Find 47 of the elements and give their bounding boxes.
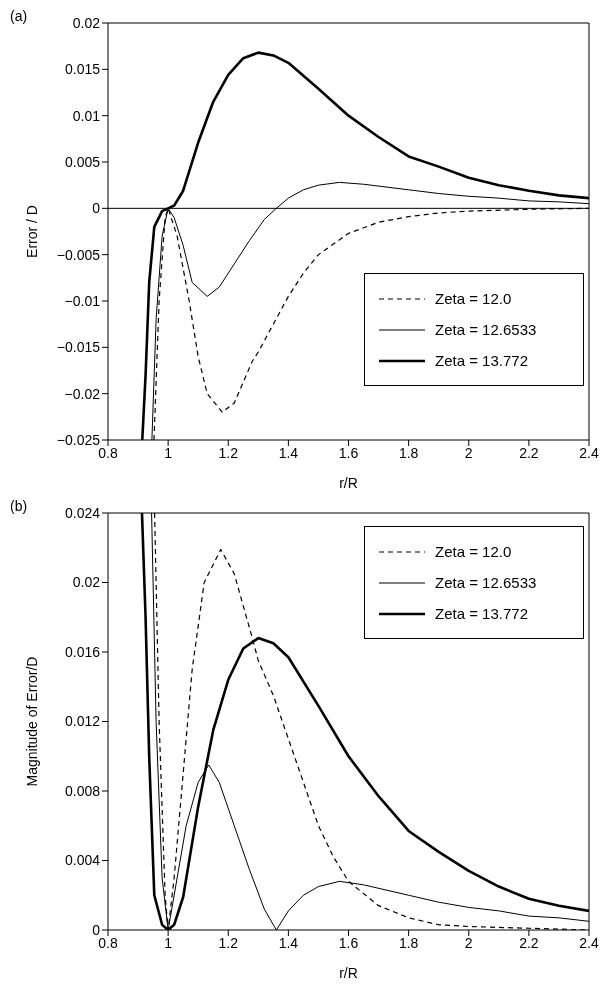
- x-tick-label: 1.2: [218, 444, 239, 461]
- x-tick-label: 1.4: [278, 934, 299, 951]
- y-tick-label: 0.004: [64, 852, 101, 869]
- x-axis-title: r/R: [339, 965, 358, 981]
- x-tick-label: 2.4: [579, 934, 599, 951]
- x-tick-label: 1.4: [278, 444, 299, 461]
- text: (a): [10, 8, 28, 24]
- y-tick-label: −0.005: [56, 246, 101, 263]
- x-tick-label: 1.2: [218, 934, 239, 951]
- y-axis-title: Magnitude of Error/D: [23, 656, 40, 787]
- legend-label: Zeta = 12.6533: [435, 321, 537, 338]
- y-tick-label: −0.025: [56, 431, 101, 448]
- y-tick-label: −0.015: [56, 339, 101, 356]
- y-tick-label: 0.012: [64, 713, 101, 730]
- y-tick-label: 0: [92, 200, 101, 217]
- legend-label: Zeta = 13.772: [435, 352, 528, 369]
- y-tick-label: −0.02: [64, 385, 101, 402]
- y-tick-label: 0.016: [64, 643, 101, 660]
- x-tick-label: 1.6: [338, 934, 359, 951]
- y-axis-title: Error / D: [23, 205, 40, 258]
- legend-label: Zeta = 12.0: [435, 543, 512, 560]
- legend-label: Zeta = 12.6533: [435, 574, 537, 591]
- x-axis-title: r/R: [339, 475, 358, 491]
- y-tick-label: 0.02: [72, 14, 101, 31]
- legend-label: Zeta = 13.772: [435, 605, 528, 622]
- x-tick-label: 1.6: [338, 444, 359, 461]
- x-tick-label: 0.8: [98, 444, 118, 461]
- x-tick-label: 2: [464, 444, 473, 461]
- text: (b): [10, 498, 28, 514]
- x-tick-label: 1: [164, 934, 173, 951]
- y-tick-label: −0.01: [64, 292, 101, 309]
- x-tick-label: 2.4: [579, 444, 599, 461]
- y-tick-label: 0.008: [64, 782, 101, 799]
- y-tick-label: 0.015: [64, 61, 101, 78]
- x-tick-label: 1.8: [398, 934, 419, 951]
- y-tick-label: 0: [92, 921, 101, 938]
- y-tick-label: 0.02: [72, 574, 101, 591]
- x-tick-label: 1.8: [398, 444, 419, 461]
- x-tick-label: 0.8: [98, 934, 118, 951]
- y-tick-label: 0.01: [72, 107, 101, 124]
- legend-label: Zeta = 12.0: [435, 290, 512, 307]
- x-tick-label: 2.2: [519, 444, 539, 461]
- x-tick-label: 2: [464, 934, 473, 951]
- x-tick-label: 1: [164, 444, 173, 461]
- y-tick-label: 0.005: [64, 153, 101, 170]
- x-tick-label: 2.2: [519, 934, 539, 951]
- y-tick-label: 0.024: [64, 504, 101, 521]
